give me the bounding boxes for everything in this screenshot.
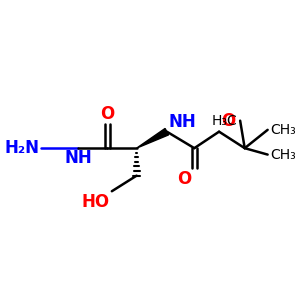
Text: O: O (177, 170, 192, 188)
Text: HO: HO (82, 193, 110, 211)
Text: H₂N: H₂N (4, 139, 39, 157)
Text: O: O (100, 104, 114, 122)
Text: H₃C: H₃C (212, 114, 237, 128)
Text: NH: NH (64, 149, 92, 167)
Text: NH: NH (169, 113, 196, 131)
Text: CH₃: CH₃ (270, 123, 296, 137)
Polygon shape (136, 128, 169, 148)
Text: CH₃: CH₃ (270, 148, 296, 162)
Text: O: O (221, 112, 235, 130)
